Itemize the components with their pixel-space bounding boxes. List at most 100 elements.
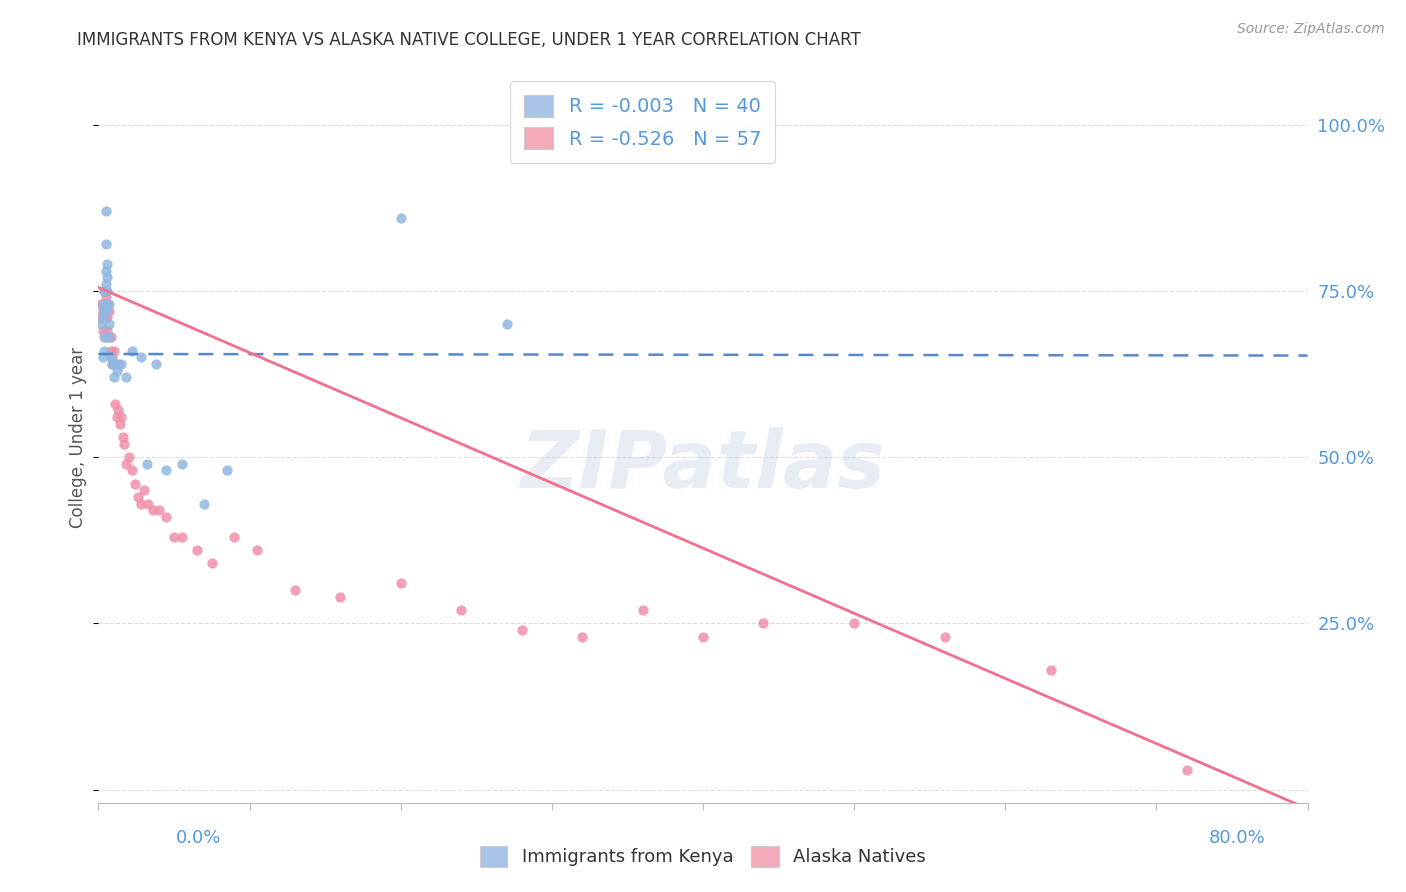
Point <box>93 303 115 318</box>
Point <box>94 237 117 252</box>
Point <box>121 463 143 477</box>
Point <box>98 303 121 318</box>
Legend: R = -0.003   N = 40, R = -0.526   N = 57: R = -0.003 N = 40, R = -0.526 N = 57 <box>510 81 775 163</box>
Text: 80.0%: 80.0% <box>1209 829 1265 847</box>
Text: IMMIGRANTS FROM KENYA VS ALASKA NATIVE COLLEGE, UNDER 1 YEAR CORRELATION CHART: IMMIGRANTS FROM KENYA VS ALASKA NATIVE C… <box>77 31 860 49</box>
Point <box>107 403 129 417</box>
Point <box>1175 763 1198 777</box>
Point <box>193 497 215 511</box>
Point <box>104 357 127 371</box>
Point <box>752 616 775 631</box>
Point <box>98 330 121 344</box>
Point <box>132 483 155 498</box>
Point <box>329 590 352 604</box>
Point <box>129 497 152 511</box>
Point <box>94 310 117 325</box>
Point <box>90 297 112 311</box>
Point <box>692 630 714 644</box>
Point <box>118 450 141 464</box>
Point <box>163 530 186 544</box>
Point <box>94 290 117 304</box>
Legend: Immigrants from Kenya, Alaska Natives: Immigrants from Kenya, Alaska Natives <box>472 838 934 874</box>
Point <box>844 616 866 631</box>
Point <box>94 277 117 292</box>
Point <box>135 457 157 471</box>
Point <box>110 410 132 425</box>
Point <box>112 436 135 450</box>
Text: ZIPatlas: ZIPatlas <box>520 427 886 506</box>
Y-axis label: College, Under 1 year: College, Under 1 year <box>69 346 87 528</box>
Point <box>96 270 118 285</box>
Point <box>94 330 117 344</box>
Point <box>93 330 115 344</box>
Point <box>114 457 136 471</box>
Text: 0.0%: 0.0% <box>176 829 221 847</box>
Point <box>94 264 117 278</box>
Point <box>98 317 121 331</box>
Point <box>450 603 472 617</box>
Point <box>389 576 412 591</box>
Point <box>96 297 118 311</box>
Point <box>100 351 122 365</box>
Point <box>215 463 238 477</box>
Point <box>224 530 246 544</box>
Point <box>96 324 118 338</box>
Point <box>510 623 533 637</box>
Point <box>101 351 124 365</box>
Point <box>121 343 143 358</box>
Point <box>94 284 117 298</box>
Point <box>108 417 131 431</box>
Point <box>114 370 136 384</box>
Point <box>90 310 112 325</box>
Point <box>170 457 193 471</box>
Point <box>145 357 167 371</box>
Point <box>91 310 114 325</box>
Point <box>148 503 170 517</box>
Point <box>103 357 125 371</box>
Point <box>201 557 224 571</box>
Point <box>105 410 128 425</box>
Point <box>495 317 517 331</box>
Point <box>186 543 208 558</box>
Point <box>93 284 115 298</box>
Point <box>111 430 134 444</box>
Point <box>91 303 114 318</box>
Point <box>101 357 124 371</box>
Point <box>136 497 159 511</box>
Point <box>631 603 654 617</box>
Point <box>934 630 956 644</box>
Point <box>96 257 118 271</box>
Point <box>170 530 193 544</box>
Point <box>284 582 307 597</box>
Point <box>389 211 412 225</box>
Point <box>100 330 122 344</box>
Point <box>96 303 118 318</box>
Point <box>94 204 117 219</box>
Point <box>103 370 125 384</box>
Point <box>91 303 114 318</box>
Point <box>101 357 124 371</box>
Point <box>129 351 152 365</box>
Point <box>93 343 115 358</box>
Point <box>90 317 112 331</box>
Point <box>246 543 269 558</box>
Point <box>127 490 149 504</box>
Point <box>94 297 117 311</box>
Point <box>96 284 118 298</box>
Point <box>105 363 128 377</box>
Point <box>142 503 165 517</box>
Point <box>91 297 114 311</box>
Point <box>96 310 118 325</box>
Point <box>107 357 129 371</box>
Point <box>571 630 593 644</box>
Point <box>1039 663 1062 677</box>
Point <box>103 343 125 358</box>
Point <box>98 330 121 344</box>
Point <box>91 351 114 365</box>
Text: Source: ZipAtlas.com: Source: ZipAtlas.com <box>1237 22 1385 37</box>
Point <box>100 343 122 358</box>
Point <box>93 284 115 298</box>
Point <box>103 357 125 371</box>
Point <box>104 397 127 411</box>
Point <box>110 357 132 371</box>
